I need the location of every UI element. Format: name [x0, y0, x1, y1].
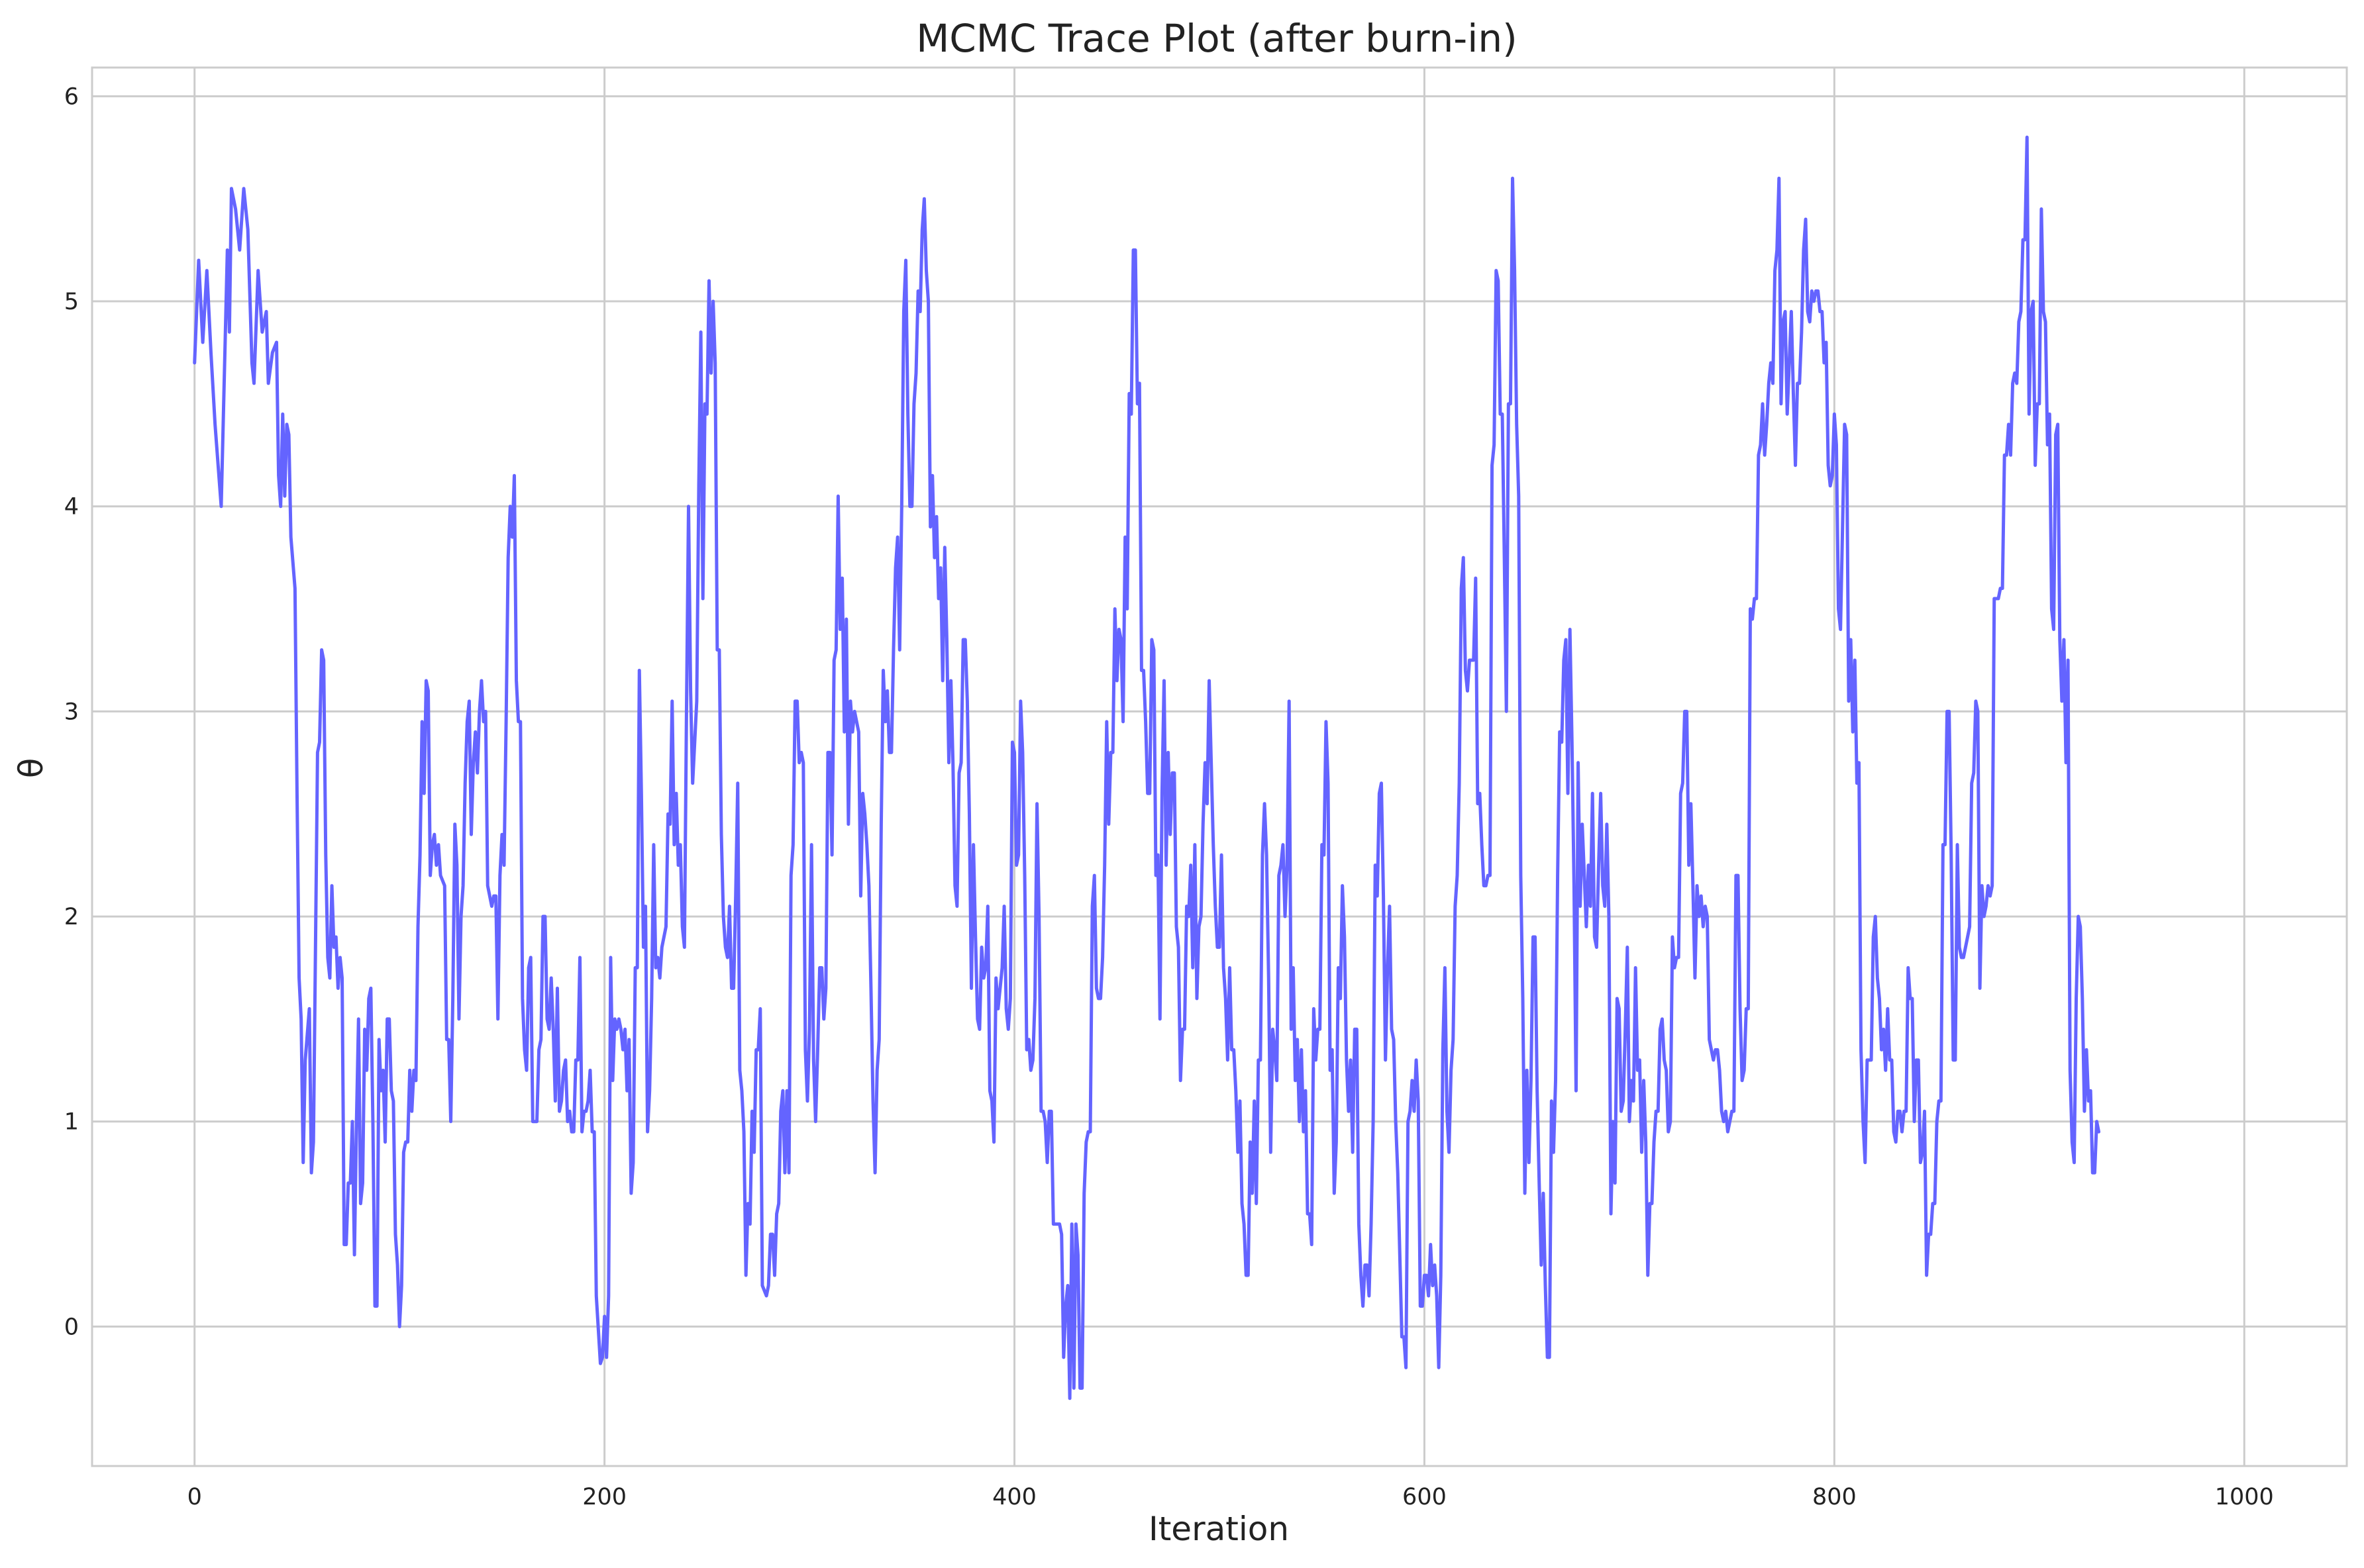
- y-tick-label: 1: [64, 1109, 79, 1136]
- x-tick-labels: 0 200 400 600 800 1000: [187, 1484, 2274, 1510]
- y-tick-labels: 0 1 2 3 4 5 6: [64, 83, 79, 1340]
- y-tick-label: 0: [64, 1314, 79, 1340]
- x-tick-label: 1000: [2215, 1484, 2274, 1510]
- x-tick-label: 800: [1812, 1484, 1857, 1510]
- x-tick-label: 0: [187, 1484, 202, 1510]
- trace-series: [193, 135, 2101, 1400]
- x-tick-label: 200: [582, 1484, 627, 1510]
- axes-frame: [91, 66, 2348, 1467]
- x-tick-label: 600: [1402, 1484, 1447, 1510]
- chart-title: MCMC Trace Plot (after burn-in): [916, 16, 1517, 61]
- x-axis-label: Iteration: [1149, 1510, 1289, 1548]
- y-tick-label: 2: [64, 904, 79, 930]
- trace-line: [193, 135, 2101, 1400]
- y-tick-label: 6: [64, 83, 79, 110]
- y-tick-label: 5: [64, 289, 79, 315]
- y-tick-label: 3: [64, 699, 79, 725]
- x-tick-label: 400: [992, 1484, 1037, 1510]
- y-axis-label: θ: [12, 758, 50, 779]
- plot-area: [91, 66, 2348, 1467]
- y-tick-label: 4: [64, 494, 79, 520]
